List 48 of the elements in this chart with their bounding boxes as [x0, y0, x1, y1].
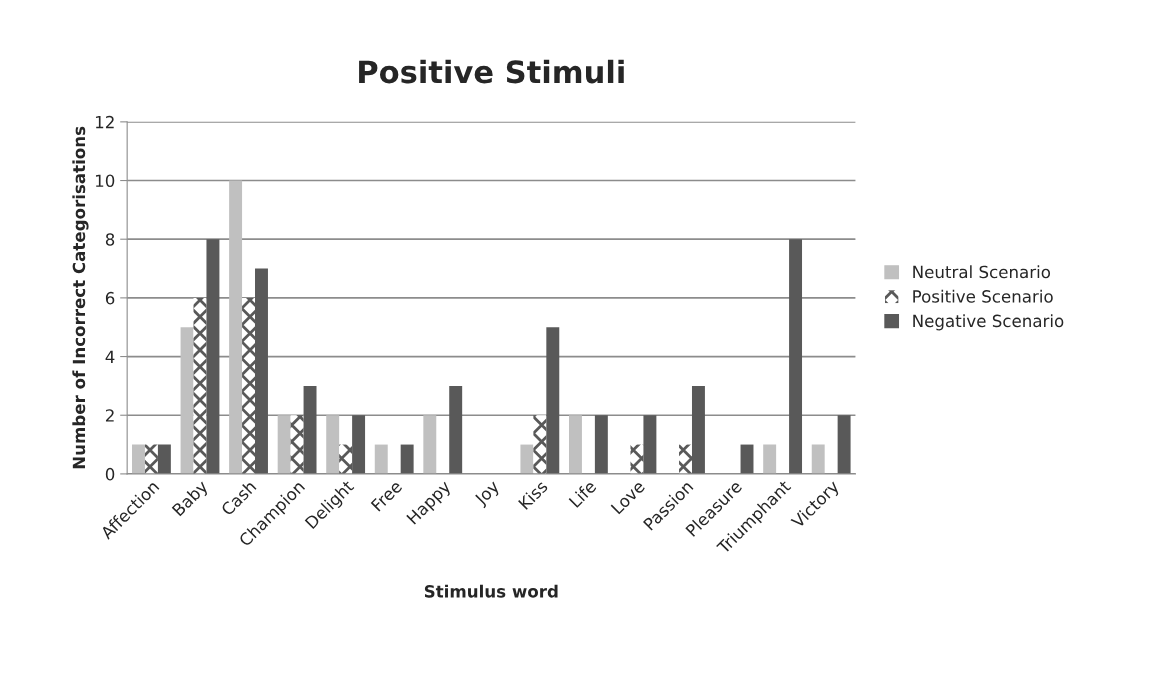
- bar: [449, 385, 463, 474]
- x-tick-label: Kiss: [517, 479, 549, 511]
- chart-title: Positive Stimuli: [359, 59, 624, 84]
- bar: [352, 415, 366, 474]
- bar: [837, 415, 851, 474]
- bar: [290, 415, 304, 474]
- x-tick-label: Joy: [473, 479, 503, 509]
- bar: [679, 444, 692, 474]
- bar: [520, 444, 534, 474]
- y-tick-label: 12: [95, 115, 114, 129]
- y-tick-label: 6: [105, 291, 115, 305]
- bar: [546, 327, 560, 474]
- bar: [303, 385, 317, 474]
- bar: [643, 415, 657, 474]
- legend-label: Positive Scenario: [913, 289, 1053, 303]
- y-tick-label: 8: [105, 233, 115, 246]
- bar: [811, 444, 825, 474]
- y-axis-title: Number of Incorrect Categorisations: [72, 126, 89, 469]
- bar: [132, 444, 145, 474]
- bar: [277, 415, 291, 474]
- x-axis-title: Stimulus word: [424, 584, 558, 598]
- bar: [193, 297, 207, 474]
- y-tick-label: 0: [105, 467, 115, 481]
- bar: [255, 268, 268, 474]
- legend-label: Negative Scenario: [913, 314, 1064, 331]
- bar: [206, 239, 220, 474]
- bar: [374, 444, 388, 474]
- y-tick-label: 2: [105, 409, 114, 422]
- bar: [339, 444, 353, 474]
- legend-label: Neutral Scenario: [913, 265, 1051, 279]
- bar: [533, 415, 547, 474]
- bar: [229, 180, 243, 474]
- bar: [594, 415, 608, 474]
- bar: [180, 327, 194, 474]
- bar: [789, 239, 803, 474]
- bar: [763, 444, 777, 474]
- bar: [400, 444, 414, 474]
- bar: [242, 297, 256, 474]
- bar: [326, 415, 340, 474]
- y-tick-label: 4: [105, 350, 115, 363]
- bar: [144, 444, 158, 474]
- y-tick-label: 10: [95, 174, 115, 188]
- bar: [423, 415, 437, 474]
- x-tick-label: Life: [568, 479, 597, 508]
- bar: [630, 444, 644, 474]
- bar: [568, 415, 582, 474]
- bar: [157, 444, 171, 474]
- bar: [691, 385, 705, 474]
